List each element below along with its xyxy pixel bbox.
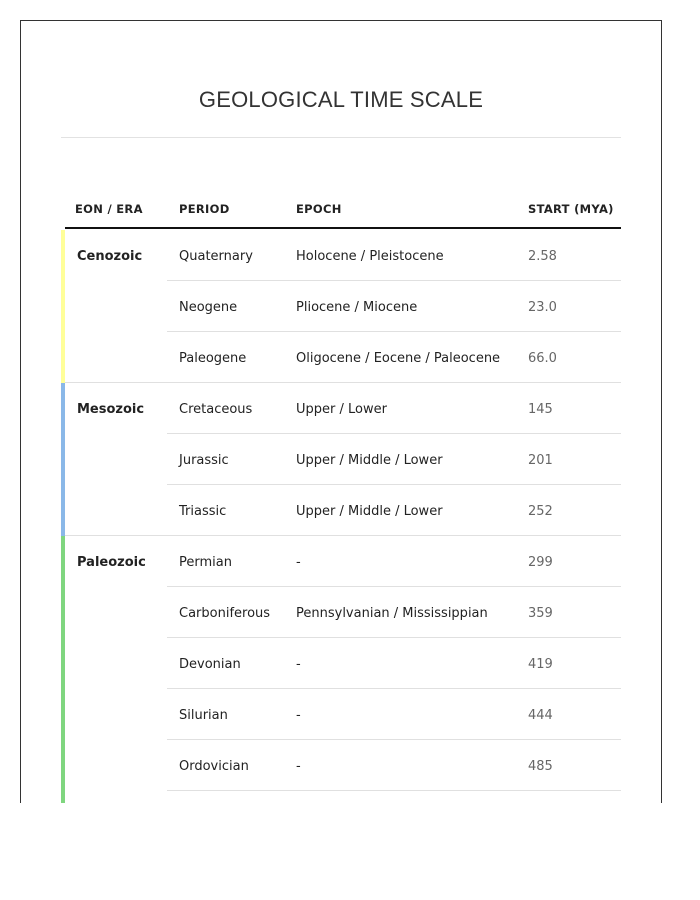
start-cell: 299: [528, 555, 553, 570]
start-cell: 485: [528, 759, 553, 774]
start-cell: 444: [528, 708, 553, 723]
table-row: Silurian - 444: [167, 689, 621, 740]
row-divider: [167, 586, 621, 587]
epoch-cell: -: [296, 759, 301, 774]
period-cell: Carboniferous: [179, 606, 271, 621]
row-divider: [167, 484, 621, 485]
epoch-cell: Oligocene / Eocene / Paleocene: [296, 351, 501, 366]
period-cell: Cretaceous: [179, 402, 253, 417]
page-frame: GEOLOGICAL TIME SCALE EON / ERA PERIOD E…: [20, 20, 662, 803]
row-divider: [167, 637, 621, 638]
era-color-bar: [61, 383, 65, 536]
title-divider: [61, 137, 621, 138]
era-group: Cenozoic Quaternary Holocene / Pleistocene…: [61, 230, 621, 383]
table-row: Devonian - 419: [167, 638, 621, 689]
table-row: Ordovician - 485: [167, 740, 621, 791]
table-row: Carboniferous Pennsylvanian / Mississippi…: [167, 587, 621, 638]
table-row: Paleogene Oligocene / Eocene / Paleocene 6…: [167, 332, 621, 383]
page-title: GEOLOGICAL TIME SCALE: [198, 87, 484, 112]
start-cell: 2.58: [528, 249, 557, 264]
era-name: Mesozoic: [77, 402, 145, 417]
epoch-cell: Upper / Lower: [296, 402, 387, 417]
column-header-period: PERIOD: [179, 202, 230, 216]
table-header: EON / ERA PERIOD EPOCH START (MYA): [65, 193, 621, 229]
column-header-start: START (MYA): [528, 202, 614, 216]
era-group: Paleozoic Permian - 299 Carboniferous Pennsyl…: [61, 536, 621, 803]
period-cell: Permian: [179, 555, 232, 570]
start-cell: 145: [528, 402, 553, 417]
epoch-cell: Pliocene / Miocene: [296, 300, 418, 315]
epoch-cell: -: [296, 657, 301, 672]
table-row: Jurassic Upper / Middle / Lower 201: [167, 434, 621, 485]
era-group: Mesozoic Cretaceous Upper / Lower 145 Jurass…: [61, 383, 621, 536]
start-cell: 23.0: [528, 300, 557, 315]
era-name: Paleozoic: [77, 555, 146, 570]
epoch-cell: -: [296, 708, 301, 723]
column-header-epoch: EPOCH: [296, 202, 342, 216]
column-header-era: EON / ERA: [75, 202, 143, 216]
row-divider: [167, 280, 621, 281]
era-color-bar: [61, 536, 65, 803]
period-cell: Quaternary: [179, 249, 253, 264]
group-divider: [65, 382, 621, 383]
table-row: Neogene Pliocene / Miocene 23.0: [167, 281, 621, 332]
epoch-cell: Upper / Middle / Lower: [296, 453, 443, 468]
row-divider: [167, 739, 621, 740]
era-name: Cenozoic: [77, 249, 143, 264]
start-cell: 419: [528, 657, 553, 672]
start-cell: 252: [528, 504, 553, 519]
table-row: Cretaceous Upper / Lower 145: [167, 383, 621, 434]
epoch-cell: -: [296, 555, 301, 570]
group-divider: [65, 535, 621, 536]
period-cell: Triassic: [179, 504, 227, 519]
row-divider: [167, 688, 621, 689]
start-cell: 359: [528, 606, 553, 621]
period-cell: Silurian: [179, 708, 228, 723]
table-row: Triassic Upper / Middle / Lower 252: [167, 485, 621, 536]
row-divider: [167, 433, 621, 434]
epoch-cell: Pennsylvanian / Mississippian: [296, 606, 488, 621]
period-cell: Ordovician: [179, 759, 249, 774]
era-color-bar: [61, 230, 65, 383]
epoch-cell: Holocene / Pleistocene: [296, 249, 444, 264]
table-row: Quaternary Holocene / Pleistocene 2.58: [167, 230, 621, 281]
epoch-cell: Upper / Middle / Lower: [296, 504, 443, 519]
period-cell: Devonian: [179, 657, 241, 672]
period-cell: Jurassic: [179, 453, 229, 468]
period-cell: Neogene: [179, 300, 238, 315]
row-divider: [167, 331, 621, 332]
start-cell: 66.0: [528, 351, 557, 366]
start-cell: 201: [528, 453, 553, 468]
table-row: Permian - 299: [167, 536, 621, 587]
row-divider: [167, 790, 621, 791]
period-cell: Paleogene: [179, 351, 247, 366]
